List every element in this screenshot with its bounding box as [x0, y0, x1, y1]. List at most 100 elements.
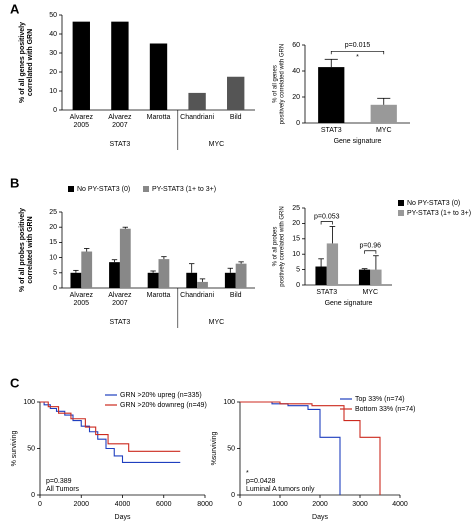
y-tick-label: 50	[49, 12, 57, 19]
bar	[358, 269, 371, 285]
y-tick-label: 0	[53, 285, 57, 292]
bar	[111, 21, 129, 110]
bar	[119, 228, 131, 288]
x-tick-label: Bild	[230, 292, 242, 299]
bar	[81, 251, 93, 288]
y-tick-label: 20	[49, 224, 57, 231]
x-axis-label: Days	[312, 514, 328, 521]
y-tick-label: 5	[53, 270, 57, 277]
x-tick-label: Bild	[230, 114, 242, 121]
y-tick-label: 10	[49, 88, 57, 95]
y-axis-label: % of all probes positivelycorrelated wit…	[19, 208, 34, 292]
y-tick-label: 100	[23, 399, 35, 406]
bar	[149, 43, 168, 110]
y-axis-label: % of all probespositively correlated wit…	[272, 206, 285, 286]
y-tick-label: 15	[49, 239, 57, 246]
bar	[72, 21, 90, 110]
y-tick-label: 30	[49, 50, 57, 57]
bar	[370, 269, 382, 285]
group-label: MYC	[209, 141, 225, 148]
y-tick-label: 15	[292, 236, 300, 243]
annotation: p=0.96	[359, 243, 381, 250]
legend-label: No PY-STAT3 (0)	[77, 186, 130, 193]
legend-swatch	[398, 210, 404, 216]
x-tick-label: 6000	[156, 501, 172, 508]
annotation: *	[356, 54, 359, 61]
bar	[188, 92, 206, 110]
y-tick-label: 50	[227, 445, 235, 452]
x-tick-label: 2000	[312, 501, 328, 508]
y-axis-label: % of all genespositively correlated with…	[272, 44, 285, 124]
panel-label: B	[10, 175, 19, 190]
y-tick-label: 0	[296, 282, 300, 289]
annotation: p=0.015	[345, 42, 371, 49]
y-tick-label: 20	[292, 94, 300, 101]
bar	[227, 76, 245, 110]
legend-label: No PY-STAT3 (0)	[407, 200, 460, 207]
group-label: STAT3	[110, 319, 131, 326]
bar	[70, 272, 82, 288]
x-tick-label: Alvarez 2007	[108, 114, 132, 129]
x-tick-label: STAT3	[321, 127, 342, 134]
x-axis-label: Gene signature	[334, 138, 382, 145]
y-tick-label: 50	[27, 445, 35, 452]
x-tick-label: Chandriani	[180, 114, 214, 121]
survival-curve	[40, 401, 181, 452]
annotation: p=0.053	[314, 213, 340, 220]
bar	[370, 104, 397, 123]
significance-bracket	[364, 250, 377, 254]
x-tick-label: 8000	[197, 501, 213, 508]
y-tick-label: 40	[292, 68, 300, 75]
legend-swatch	[398, 200, 404, 206]
annotation: *	[246, 470, 249, 477]
x-tick-label: Chandriani	[180, 292, 214, 299]
x-tick-label: STAT3	[316, 289, 337, 296]
x-axis-label: Gene signature	[325, 300, 373, 307]
bar	[197, 281, 208, 288]
x-tick-label: Marotta	[147, 292, 171, 299]
y-tick-label: 0	[31, 492, 35, 499]
legend-label: Bottom 33% (n=74)	[355, 406, 416, 413]
y-tick-label: 5	[296, 266, 300, 273]
y-axis-label: %surviving	[211, 431, 218, 465]
x-tick-label: 2000	[73, 501, 89, 508]
x-tick-label: Alvarez 2005	[70, 114, 94, 129]
x-tick-label: 4000	[392, 501, 408, 508]
x-tick-label: 3000	[352, 501, 368, 508]
bar	[318, 67, 345, 123]
bar	[158, 259, 170, 288]
x-tick-label: Alvarez 2007	[108, 292, 132, 307]
x-tick-label: Alvarez 2005	[70, 292, 94, 307]
annotation: p=0.389	[46, 478, 72, 485]
bar	[147, 272, 159, 288]
panel-label: C	[10, 375, 20, 390]
annotation: All Tumors	[46, 486, 80, 493]
legend-label: Top 33% (n=74)	[355, 396, 405, 403]
y-tick-label: 10	[292, 251, 300, 258]
panel-label: A	[10, 1, 20, 16]
survival-curve	[40, 401, 181, 463]
y-tick-label: 25	[292, 205, 300, 212]
y-tick-label: 100	[223, 399, 235, 406]
x-tick-label: MYC	[362, 289, 378, 296]
bar	[315, 266, 327, 285]
group-label: STAT3	[110, 141, 131, 148]
bar	[186, 272, 198, 288]
bar	[326, 243, 339, 285]
annotation: Luminal A tumors only	[246, 486, 315, 493]
x-tick-label: 0	[238, 501, 242, 508]
x-tick-label: 4000	[115, 501, 131, 508]
y-axis-label: % surviving	[11, 431, 18, 467]
x-axis-label: Days	[115, 514, 131, 521]
significance-bracket	[320, 221, 333, 225]
bar	[224, 272, 236, 288]
group-label: MYC	[209, 319, 225, 326]
survival-curve	[240, 401, 381, 495]
y-tick-label: 0	[296, 120, 300, 127]
y-tick-label: 60	[292, 42, 300, 49]
annotation: p=0.0428	[246, 478, 275, 485]
bar	[235, 263, 247, 288]
y-tick-label: 20	[292, 220, 300, 227]
legend-label: GRN >20% downreg (n=49)	[120, 402, 207, 409]
x-tick-label: MYC	[376, 127, 392, 134]
